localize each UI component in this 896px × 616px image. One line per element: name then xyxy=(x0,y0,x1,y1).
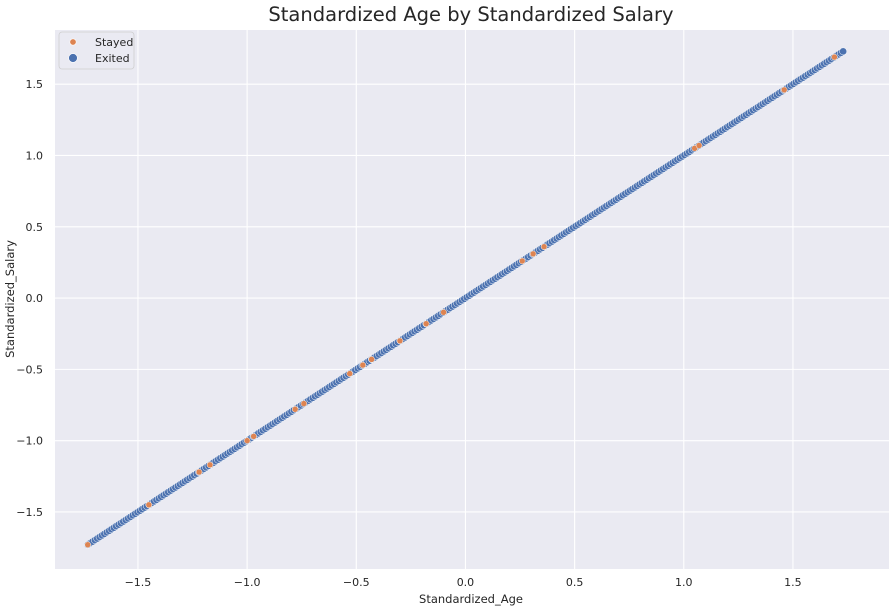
stayed-point xyxy=(780,86,788,94)
x-tick-label: −1.0 xyxy=(234,576,261,589)
stayed-point xyxy=(145,501,153,509)
legend-marker-stayed xyxy=(69,38,77,46)
stayed-point xyxy=(368,356,375,363)
stayed-point xyxy=(195,468,203,476)
legend-label-exited: Exited xyxy=(95,52,130,65)
stayed-point xyxy=(422,320,430,327)
legend-marker-exited xyxy=(68,53,78,63)
chart-title: Standardized Age by Standardized Salary xyxy=(268,3,673,26)
exited-point xyxy=(839,47,848,56)
stayed-point xyxy=(206,461,214,469)
x-tick-label: 1.5 xyxy=(784,576,802,589)
x-tick-label: 0.5 xyxy=(566,576,584,589)
x-tick-label: −0.5 xyxy=(343,576,370,589)
stayed-point xyxy=(300,400,308,407)
y-tick-label: 1.0 xyxy=(26,149,44,162)
y-axis-label: Standardized_Salary xyxy=(3,240,17,358)
x-tick-label: −1.5 xyxy=(125,576,152,589)
x-tick-labels: −1.5 −1.0 −0.5 0.0 0.5 1.0 1.5 xyxy=(125,576,802,589)
x-tick-label: 0.0 xyxy=(457,576,475,589)
y-tick-label: −1.5 xyxy=(16,506,43,519)
stayed-point xyxy=(396,337,404,345)
stayed-point xyxy=(695,142,703,149)
stayed-point xyxy=(831,53,838,61)
stayed-point xyxy=(540,243,548,250)
stayed-point xyxy=(243,437,251,444)
stayed-point xyxy=(529,250,537,258)
y-tick-label: 0.5 xyxy=(26,221,44,234)
x-axis-label: Standardized_Age xyxy=(419,592,523,606)
legend: Stayed Exited xyxy=(58,31,135,70)
x-tick-label: 1.0 xyxy=(675,576,693,589)
stayed-point xyxy=(440,309,447,316)
stayed-point xyxy=(346,370,353,377)
y-tick-label: −0.5 xyxy=(16,363,43,376)
stayed-point xyxy=(250,433,257,440)
legend-box xyxy=(58,31,135,70)
stayed-point xyxy=(518,257,526,265)
data-points xyxy=(83,47,848,549)
stayed-point xyxy=(359,361,367,369)
y-tick-label: 0.0 xyxy=(26,292,44,305)
stayed-point xyxy=(291,406,299,413)
legend-label-stayed: Stayed xyxy=(95,36,133,49)
y-tick-label: −1.0 xyxy=(16,435,43,448)
y-tick-label: 1.5 xyxy=(26,78,44,91)
stayed-point xyxy=(84,541,91,549)
y-tick-labels: −1.5 −1.0 −0.5 0.0 0.5 1.0 1.5 xyxy=(16,78,43,519)
